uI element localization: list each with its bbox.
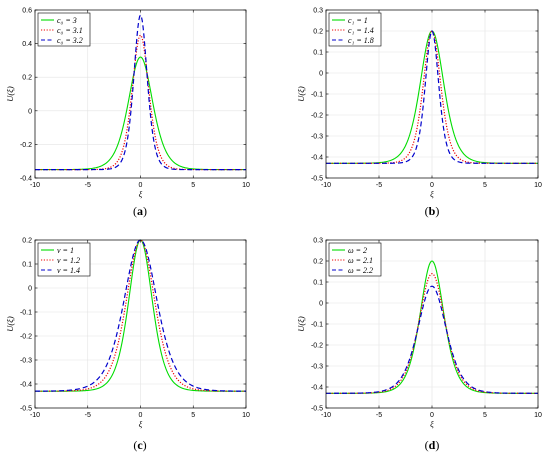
series-line-3 — [326, 285, 538, 394]
x-tick-label: -10 — [30, 182, 40, 189]
y-tick-label: 0 — [28, 108, 32, 115]
x-tick-label: 0 — [139, 182, 143, 189]
caption-close-paren: ) — [435, 438, 439, 452]
y-tick-label: -0.2 — [20, 334, 32, 341]
x-tick-label: 10 — [242, 412, 250, 419]
legend-entry-3: ω = 2.2 — [348, 266, 373, 275]
y-tick-label: 0.2 — [313, 29, 323, 36]
x-tick-label: -5 — [85, 412, 91, 419]
legend-entry-3: c₁ = 1.8 — [348, 36, 374, 45]
x-tick-label: -10 — [321, 182, 331, 189]
y-axis-label: U(ξ) — [5, 316, 15, 332]
x-tick-label: 10 — [534, 182, 542, 189]
caption-letter: c — [137, 438, 143, 452]
x-tick-label: -10 — [30, 412, 40, 419]
x-axis-label: ξ — [430, 189, 434, 199]
y-axis-label: U(ξ) — [5, 86, 15, 102]
caption-open-paren: ( — [425, 204, 429, 218]
caption-letter: a — [137, 204, 143, 218]
y-tick-label: -0.5 — [311, 176, 323, 183]
legend-entry-2: c₀ = 3.1 — [57, 26, 83, 35]
x-tick-label: -5 — [85, 182, 91, 189]
y-tick-label: 0.2 — [22, 75, 32, 82]
x-tick-label: 5 — [483, 182, 487, 189]
series-line-3 — [35, 13, 246, 171]
y-tick-label: 0.3 — [313, 8, 323, 15]
x-axis-label: ξ — [139, 419, 143, 429]
x-tick-label: 10 — [242, 182, 250, 189]
y-tick-label: -0.3 — [20, 358, 32, 365]
panel-caption: (d) — [425, 438, 440, 452]
caption-open-paren: ( — [133, 204, 137, 218]
panel-caption: (b) — [425, 204, 440, 218]
panel-caption: (a) — [133, 204, 147, 218]
y-tick-label: 0.3 — [313, 238, 323, 245]
caption-close-paren: ) — [143, 438, 147, 452]
y-tick-label: -0.3 — [311, 364, 323, 371]
y-tick-label: 0.1 — [313, 50, 323, 57]
legend-entry-1: ω = 2 — [348, 246, 367, 255]
series-line-3 — [326, 29, 538, 164]
y-tick-label: -0.2 — [20, 142, 32, 149]
legend-entry-1: ν = 1 — [57, 246, 74, 255]
y-tick-label: 0.2 — [22, 238, 32, 245]
y-tick-label: -0.3 — [311, 134, 323, 141]
legend-entry-1: c₁ = 1 — [348, 16, 368, 25]
y-tick-label: -0.1 — [20, 310, 32, 317]
y-tick-label: 0 — [319, 71, 323, 78]
x-tick-label: 10 — [534, 412, 542, 419]
caption-letter: d — [429, 438, 436, 452]
x-tick-label: 5 — [191, 182, 195, 189]
legend-entry-2: ω = 2.1 — [348, 256, 373, 265]
y-tick-label: 0 — [28, 286, 32, 293]
legend-entry-2: c₁ = 1.4 — [348, 26, 374, 35]
chart-panel-d: -10 -5 0 5 10 -0.5 -0.4 -0.3 -0.2 -0.1 0 0.1 0.2 0.3 ξ… — [296, 238, 542, 453]
y-tick-label: -0.5 — [20, 406, 32, 413]
panel-caption: (c) — [133, 438, 146, 452]
y-tick-label: 0 — [319, 301, 323, 308]
x-tick-label: -10 — [321, 412, 331, 419]
x-axis-label: ξ — [430, 419, 434, 429]
y-tick-label: -0.4 — [311, 155, 323, 162]
x-tick-label: -5 — [376, 182, 382, 189]
caption-letter: b — [429, 204, 436, 218]
caption-close-paren: ) — [435, 204, 439, 218]
legend-entry-2: ν = 1.2 — [57, 256, 80, 265]
y-tick-label: 0.4 — [22, 41, 32, 48]
series-line-2 — [35, 34, 246, 171]
chart-panel-c: -10 -5 0 5 10 -0.5 -0.4 -0.3 -0.2 -0.1 0 0.1 0.2 ξ U(ξ… — [5, 238, 250, 453]
chart-panel-b: -10 -5 0 5 10 -0.5 -0.4 -0.3 -0.2 -0.1 0 0.1 0.2 0.3 ξ… — [296, 8, 542, 219]
x-axis-label: ξ — [139, 189, 143, 199]
y-axis-label: U(ξ) — [296, 316, 306, 332]
caption-close-paren: ) — [143, 204, 147, 218]
y-tick-label: -0.4 — [20, 176, 32, 183]
y-tick-label: -0.4 — [20, 382, 32, 389]
y-tick-label: 0.1 — [22, 262, 32, 269]
y-tick-label: -0.4 — [311, 385, 323, 392]
x-tick-label: -5 — [376, 412, 382, 419]
y-tick-label: -0.2 — [311, 113, 323, 120]
y-tick-label: -0.1 — [311, 322, 323, 329]
y-tick-label: -0.5 — [311, 406, 323, 413]
caption-open-paren: ( — [425, 438, 429, 452]
y-axis-label: U(ξ) — [296, 86, 306, 102]
y-tick-label: 0.6 — [22, 8, 32, 15]
legend-entry-3: ν = 1.4 — [57, 266, 80, 275]
legend-entry-3: c₀ = 3.2 — [57, 36, 83, 45]
x-tick-label: 0 — [430, 182, 434, 189]
y-tick-label: -0.2 — [311, 343, 323, 350]
x-tick-label: 5 — [483, 412, 487, 419]
caption-open-paren: ( — [133, 438, 137, 452]
y-tick-label: -0.1 — [311, 92, 323, 99]
legend-entry-1: c₀ = 3 — [57, 16, 77, 25]
x-tick-label: 0 — [139, 412, 143, 419]
x-tick-label: 0 — [430, 412, 434, 419]
y-tick-label: 0.2 — [313, 259, 323, 266]
chart-panel-a: -10 -5 0 5 10-0.4-0.200.20.40.6ξU(ξ)c₀ = 3c₀… — [5, 8, 250, 219]
series-line-2 — [326, 272, 538, 394]
x-tick-label: 5 — [191, 412, 195, 419]
y-tick-label: 0.1 — [313, 280, 323, 287]
